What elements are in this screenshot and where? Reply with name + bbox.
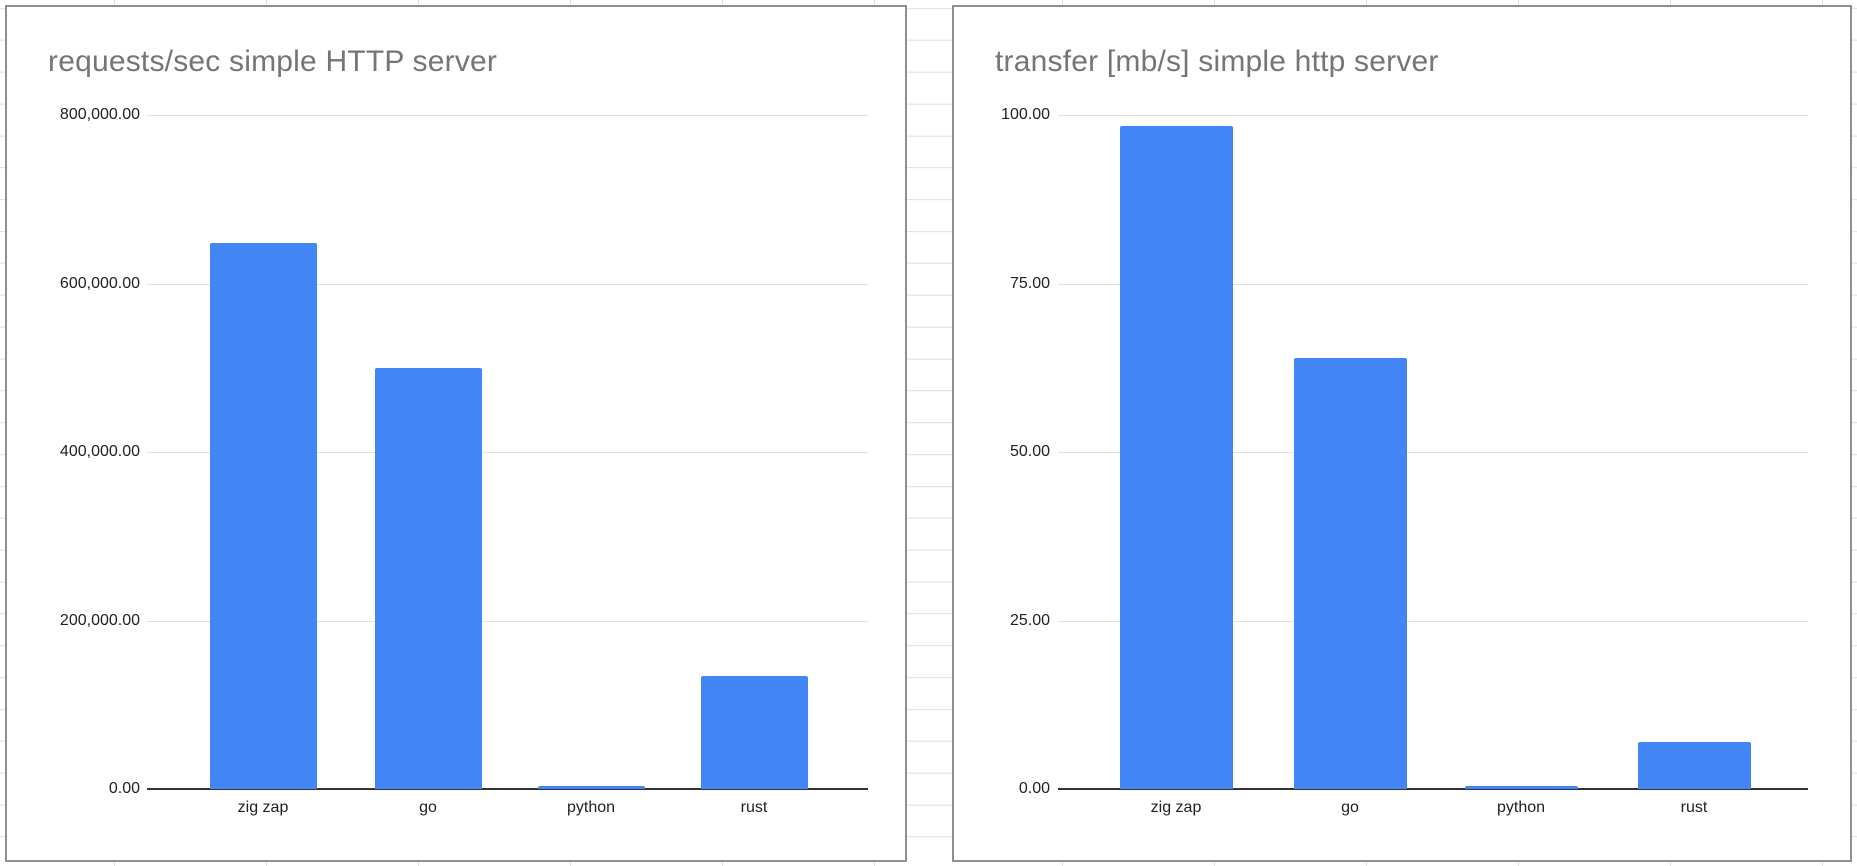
bar-rust[interactable] [1637,742,1751,789]
h-gridline [147,452,868,453]
chart-panel-transfer-mbps[interactable]: transfer [mb/s] simple http server 100.0… [952,5,1852,862]
y-axis-tick-label: 400,000.00 [59,443,140,460]
x-axis-line [1058,788,1808,790]
h-gridline [147,620,868,622]
y-axis-tick-label: 50.00 [1009,443,1050,460]
x-axis-line [147,788,868,790]
y-axis-tick-label: 100.00 [1001,106,1050,123]
h-gridline [147,115,868,116]
chart-title: requests/sec simple HTTP server [48,45,498,78]
chart-panel-requests-per-sec[interactable]: requests/sec simple HTTP server 800,000.… [5,5,907,862]
h-gridline [147,283,868,285]
plot-area: 100.00 75.00 50.00 25.00 0.00 zig zap go python… [954,7,1850,860]
y-axis-tick-label: 200,000.00 [59,611,140,629]
y-axis-tick-label: 0.00 [1018,780,1050,797]
category-label: zig zap [1150,799,1202,816]
bar-go[interactable] [1293,358,1407,789]
category-label: go [419,799,437,816]
h-gridline [1058,452,1808,453]
bar-zig-zap[interactable] [1119,126,1233,789]
y-axis-tick-label: 800,000.00 [59,106,140,123]
h-gridline [1058,620,1808,622]
bar-go[interactable] [374,368,482,789]
category-label: python [566,799,616,816]
chart-title: transfer [mb/s] simple http server [995,45,1439,78]
bar-rust[interactable] [700,676,808,789]
category-label: python [1496,799,1546,816]
y-axis-tick-label: 25.00 [1009,611,1050,629]
y-axis-tick-label: 75.00 [1009,274,1050,292]
bar-python[interactable] [537,786,645,789]
bar-zig-zap[interactable] [209,243,317,789]
h-gridline [1058,283,1808,285]
category-label: rust [1680,799,1708,816]
plot-area: 800,000.00 600,000.00 400,000.00 200,000.00… [7,7,905,860]
y-axis-tick-label: 0.00 [108,780,140,797]
category-label: go [1341,799,1359,816]
category-label: rust [740,799,768,816]
h-gridline [1058,115,1808,116]
bar-python[interactable] [1464,786,1578,789]
y-axis-tick-label: 600,000.00 [59,274,140,292]
category-label: zig zap [237,799,289,816]
